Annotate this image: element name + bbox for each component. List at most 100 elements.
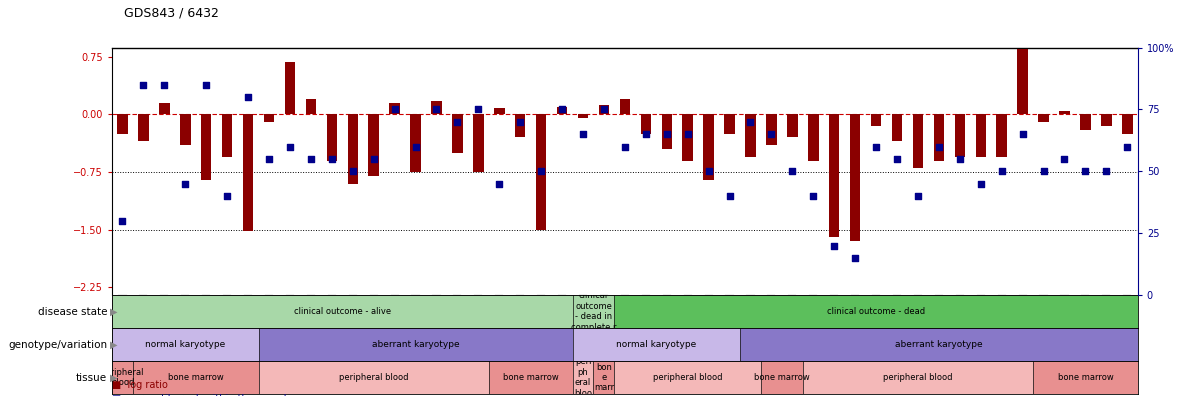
Point bbox=[448, 118, 467, 125]
Point bbox=[113, 217, 132, 224]
Text: bone marrow: bone marrow bbox=[755, 373, 810, 382]
Point bbox=[594, 106, 613, 112]
Point bbox=[742, 118, 760, 125]
Point bbox=[909, 193, 928, 199]
Text: peripheral blood: peripheral blood bbox=[883, 373, 953, 382]
Text: aberrant karyotype: aberrant karyotype bbox=[895, 340, 982, 349]
Bar bbox=[640, 114, 651, 133]
Point bbox=[762, 131, 780, 137]
Point bbox=[302, 156, 321, 162]
Point bbox=[489, 181, 508, 187]
Bar bbox=[996, 114, 1007, 157]
Bar bbox=[200, 114, 211, 180]
Bar bbox=[453, 114, 462, 153]
Bar bbox=[891, 114, 902, 141]
Text: ■  log ratio: ■ log ratio bbox=[112, 380, 167, 390]
Point bbox=[1118, 143, 1137, 150]
Bar bbox=[1101, 114, 1112, 126]
Bar bbox=[159, 103, 170, 114]
Bar bbox=[264, 114, 275, 122]
Point bbox=[197, 82, 216, 88]
Bar bbox=[1017, 49, 1028, 114]
Point bbox=[176, 181, 195, 187]
Point bbox=[720, 193, 739, 199]
Text: bone marrow: bone marrow bbox=[167, 373, 224, 382]
Bar bbox=[803, 361, 1033, 394]
Point bbox=[615, 143, 634, 150]
Text: disease state: disease state bbox=[38, 307, 107, 316]
Bar bbox=[614, 295, 1138, 328]
Bar bbox=[599, 105, 610, 114]
Point bbox=[1055, 156, 1074, 162]
Text: genotype/variation: genotype/variation bbox=[8, 339, 107, 350]
Bar bbox=[258, 361, 489, 394]
Bar bbox=[573, 328, 740, 361]
Text: normal karyotype: normal karyotype bbox=[145, 340, 225, 349]
Bar bbox=[1122, 114, 1133, 133]
Text: clinical
outcome
- dead in
complete r: clinical outcome - dead in complete r bbox=[571, 291, 617, 331]
Text: ■  percentile rank within the sample: ■ percentile rank within the sample bbox=[112, 394, 292, 396]
Text: bone marrow: bone marrow bbox=[1058, 373, 1113, 382]
Point bbox=[1096, 168, 1115, 174]
Bar bbox=[850, 114, 861, 241]
Point bbox=[343, 168, 362, 174]
Bar bbox=[348, 114, 358, 184]
Point bbox=[364, 156, 383, 162]
Point bbox=[1034, 168, 1053, 174]
Text: ▶: ▶ bbox=[110, 339, 117, 350]
Text: normal karyotype: normal karyotype bbox=[617, 340, 697, 349]
Point bbox=[532, 168, 551, 174]
Bar bbox=[117, 114, 127, 133]
Text: aberrant karyotype: aberrant karyotype bbox=[371, 340, 460, 349]
Bar bbox=[368, 114, 378, 176]
Bar bbox=[808, 114, 818, 160]
Point bbox=[845, 255, 864, 261]
Bar bbox=[724, 114, 735, 133]
Bar bbox=[243, 114, 253, 231]
Point bbox=[469, 106, 488, 112]
Bar bbox=[515, 114, 526, 137]
Point bbox=[699, 168, 718, 174]
Bar bbox=[112, 361, 133, 394]
Point bbox=[950, 156, 969, 162]
Bar bbox=[1080, 114, 1091, 130]
Point bbox=[637, 131, 656, 137]
Point bbox=[511, 118, 529, 125]
Text: tissue: tissue bbox=[77, 373, 107, 383]
Point bbox=[804, 193, 823, 199]
Point bbox=[322, 156, 341, 162]
Point bbox=[993, 168, 1012, 174]
Bar bbox=[955, 114, 966, 157]
Bar bbox=[745, 114, 756, 157]
Bar bbox=[138, 114, 149, 141]
Point bbox=[888, 156, 907, 162]
Point bbox=[825, 242, 844, 249]
Text: bon
e
marr: bon e marr bbox=[594, 363, 614, 392]
Bar bbox=[683, 114, 693, 160]
Bar bbox=[740, 328, 1138, 361]
Point bbox=[259, 156, 278, 162]
Text: clinical outcome - dead: clinical outcome - dead bbox=[826, 307, 926, 316]
Point bbox=[281, 143, 299, 150]
Bar bbox=[494, 108, 505, 114]
Bar bbox=[473, 114, 483, 172]
Bar bbox=[578, 114, 588, 118]
Bar bbox=[410, 114, 421, 172]
Point bbox=[573, 131, 592, 137]
Text: peri
ph
eral
bloo: peri ph eral bloo bbox=[574, 358, 592, 396]
Bar bbox=[258, 328, 573, 361]
Point bbox=[218, 193, 237, 199]
Bar bbox=[661, 114, 672, 149]
Bar bbox=[829, 114, 839, 237]
Bar bbox=[1039, 114, 1049, 122]
Point bbox=[154, 82, 173, 88]
Bar bbox=[489, 361, 573, 394]
Bar bbox=[327, 114, 337, 160]
Bar bbox=[112, 295, 573, 328]
Text: GDS843 / 6432: GDS843 / 6432 bbox=[124, 7, 218, 20]
Bar bbox=[305, 99, 316, 114]
Bar bbox=[573, 361, 593, 394]
Bar bbox=[913, 114, 923, 168]
Point bbox=[1076, 168, 1095, 174]
Point bbox=[386, 106, 404, 112]
